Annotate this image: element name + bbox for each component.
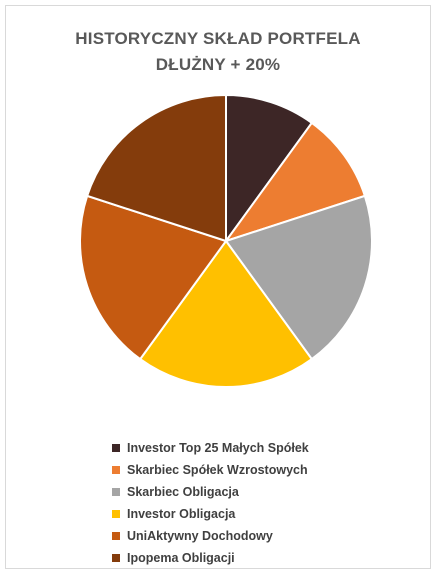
pie-slice-4 [138, 239, 314, 388]
legend-swatch [112, 532, 120, 540]
chart-title-line-2: DŁUŻNY + 20% [155, 55, 281, 74]
legend-label: Investor Top 25 Małych Spółek [127, 441, 309, 455]
chart-legend: Investor Top 25 Małych Spółek Skarbiec Sp… [112, 437, 309, 569]
legend-item: Investor Top 25 Małych Spółek [112, 437, 309, 459]
legend-item: Investor Obligacja [112, 503, 309, 525]
legend-swatch [112, 488, 120, 496]
legend-label: Skarbiec Obligacja [127, 485, 239, 499]
pie-slice-5 [79, 194, 228, 361]
legend-swatch [112, 554, 120, 562]
pie-slice-2 [223, 121, 367, 243]
legend-label: Investor Obligacja [127, 507, 236, 521]
legend-label: Skarbiec Spółek Wzrostowych [127, 463, 308, 477]
chart-title-line-1: HISTORYCZNY SKŁAD PORTFELA [75, 29, 361, 48]
legend-item: Ipopema Obligacji [112, 547, 309, 569]
legend-swatch [112, 466, 120, 474]
legend-item: Skarbiec Spółek Wzrostowych [112, 459, 309, 481]
legend-swatch [112, 510, 120, 518]
pie-slice-1 [225, 93, 314, 245]
pie-slice-3 [224, 194, 373, 361]
chart-title: HISTORYCZNY SKŁAD PORTFELA DŁUŻNY + 20% [6, 26, 430, 78]
legend-label: Ipopema Obligacji [127, 551, 235, 565]
legend-label: UniAktywny Dochodowy [127, 529, 273, 543]
legend-swatch [112, 444, 120, 452]
legend-item: Skarbiec Obligacja [112, 481, 309, 503]
pie-slice-6 [85, 93, 227, 243]
legend-item: UniAktywny Dochodowy [112, 525, 309, 547]
